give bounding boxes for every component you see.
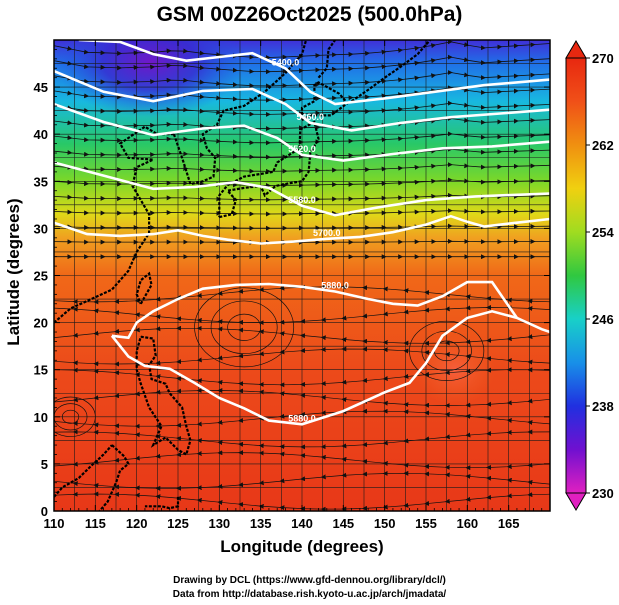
coastline xyxy=(54,125,174,324)
coastline xyxy=(317,40,337,79)
x-tick-label: 155 xyxy=(415,516,437,531)
coastline xyxy=(54,444,113,498)
contour-line xyxy=(111,280,550,340)
x-tick-label: 140 xyxy=(291,516,313,531)
contour-line xyxy=(54,69,550,132)
vortex-ring xyxy=(54,396,96,437)
streamline xyxy=(54,470,550,491)
y-tick-label: 25 xyxy=(34,269,48,284)
vortex-ring xyxy=(409,320,485,381)
coastline xyxy=(135,271,153,305)
y-tick-label: 45 xyxy=(34,80,48,95)
colorbar-tick-label: 270 xyxy=(592,51,614,66)
x-tick-label: 150 xyxy=(374,516,396,531)
streamline xyxy=(54,304,550,326)
y-tick-label: 15 xyxy=(34,363,48,378)
chart-title: GSM 00Z26Oct2025 (500.0hPa) xyxy=(156,3,463,26)
contour-line xyxy=(110,309,518,426)
y-tick-label: 0 xyxy=(41,504,48,519)
contour-label: 5520.0 xyxy=(288,144,316,154)
streamline xyxy=(54,429,550,450)
streamline xyxy=(54,238,550,245)
y-tick-label: 30 xyxy=(34,221,48,236)
x-tick-label: 120 xyxy=(126,516,148,531)
streamline xyxy=(54,223,550,231)
y-tick-label: 40 xyxy=(34,127,48,142)
y-tick-label: 10 xyxy=(34,410,48,425)
contour-line xyxy=(54,102,550,162)
height-contours: 5400.0 5460.0 5520.0 5580.0 5700.0 5880.0 5880… xyxy=(54,40,550,426)
x-tick-label: 135 xyxy=(250,516,272,531)
x-tick-label: 125 xyxy=(167,516,189,531)
streamline xyxy=(54,131,550,146)
colorbar: 230 238 246 254 262 270 xyxy=(565,40,614,511)
vortex-ring xyxy=(61,409,80,424)
axes: 110 115 120 125 130 135 140 145 150 155 160 165 0 5 10… xyxy=(34,40,550,531)
vortex-ring xyxy=(194,287,295,368)
streamline xyxy=(54,408,550,429)
colorbar-min-arrow xyxy=(565,492,587,511)
colorbar-tick-label: 230 xyxy=(592,486,614,501)
y-axis-label: Latitude (degrees) xyxy=(4,198,23,346)
vortex-ring xyxy=(210,300,278,355)
x-tick-label: 160 xyxy=(456,516,478,531)
coastline xyxy=(144,496,180,510)
streamline xyxy=(54,367,550,388)
contour-label: 5400.0 xyxy=(272,57,300,67)
x-tick-label: 145 xyxy=(332,516,354,531)
streamline xyxy=(54,388,550,408)
contour-line xyxy=(78,40,550,106)
colorbar-tick-label: 254 xyxy=(592,225,614,240)
y-tick-label: 20 xyxy=(34,316,48,331)
x-tick-label: 130 xyxy=(208,516,230,531)
colorbar-tick-label: 238 xyxy=(592,399,614,414)
streamline xyxy=(54,450,550,471)
contour-label: 5700.0 xyxy=(313,228,341,238)
streamline xyxy=(54,325,550,346)
vortex-ring xyxy=(54,403,88,431)
colorbar-max-arrow xyxy=(565,40,587,59)
colorbar-tick-label: 262 xyxy=(592,138,614,153)
coastline xyxy=(350,40,431,103)
x-axis-label: Longitude (degrees) xyxy=(220,537,384,556)
x-tick-label: 110 xyxy=(44,516,65,531)
contour-line xyxy=(54,214,550,245)
streamline xyxy=(54,208,550,217)
contour-label: 5880.0 xyxy=(288,413,316,423)
streamline xyxy=(54,54,550,75)
credit-data-source: Data from http://database.rish.kyoto-u.a… xyxy=(172,589,447,600)
credit-dcl: Drawing by DCL (https://www.gfd-dennou.o… xyxy=(173,575,446,586)
vortex-ring xyxy=(227,313,262,341)
coastline xyxy=(98,444,130,511)
y-tick-label: 5 xyxy=(41,457,48,472)
contour-label: 5460.0 xyxy=(297,112,325,122)
x-tick-label: 115 xyxy=(85,516,106,531)
contour-label: 5580.0 xyxy=(288,195,316,205)
vortex-ring xyxy=(421,330,472,371)
colorbar-tick-label: 246 xyxy=(592,312,614,327)
coastline xyxy=(172,40,308,186)
plot-area: 5400.0 5460.0 5520.0 5580.0 5700.0 5880.0 5880… xyxy=(54,40,550,511)
grid-lines xyxy=(54,40,550,511)
streamline xyxy=(54,346,550,367)
streamline xyxy=(54,85,550,103)
coastline xyxy=(135,335,192,457)
y-tick-label: 35 xyxy=(34,174,48,189)
colorbar-body xyxy=(565,57,587,494)
x-tick-label: 165 xyxy=(498,516,520,531)
coastline xyxy=(300,81,350,122)
streamline xyxy=(54,146,550,160)
contour-label: 5880.0 xyxy=(321,281,349,291)
contour-line xyxy=(54,161,550,217)
coastlines xyxy=(54,40,431,511)
coastline xyxy=(218,120,320,219)
